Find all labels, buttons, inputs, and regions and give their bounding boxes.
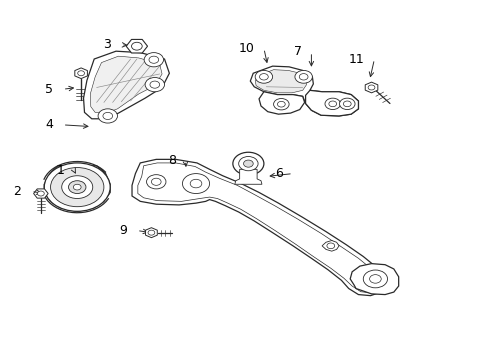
Text: 4: 4 xyxy=(45,118,53,131)
Polygon shape xyxy=(322,240,338,251)
Polygon shape xyxy=(349,264,398,294)
Text: 2: 2 xyxy=(14,185,21,198)
Polygon shape xyxy=(305,90,358,116)
Circle shape xyxy=(325,98,340,109)
Circle shape xyxy=(367,85,374,90)
Text: 6: 6 xyxy=(275,167,283,180)
Circle shape xyxy=(273,99,288,110)
Circle shape xyxy=(232,152,264,175)
Circle shape xyxy=(255,71,272,83)
Polygon shape xyxy=(90,56,162,113)
Circle shape xyxy=(38,191,44,196)
Text: 1: 1 xyxy=(56,163,64,176)
Circle shape xyxy=(299,73,307,80)
Circle shape xyxy=(98,109,117,123)
Circle shape xyxy=(339,98,354,109)
Circle shape xyxy=(150,81,159,88)
Circle shape xyxy=(50,167,103,207)
Circle shape xyxy=(148,230,155,235)
Circle shape xyxy=(277,102,285,107)
Circle shape xyxy=(243,160,253,167)
Text: 10: 10 xyxy=(238,42,254,55)
Text: 8: 8 xyxy=(167,154,175,167)
Polygon shape xyxy=(132,159,389,296)
Circle shape xyxy=(238,157,258,171)
Circle shape xyxy=(61,176,93,198)
Circle shape xyxy=(146,175,165,189)
Circle shape xyxy=(259,73,268,80)
Circle shape xyxy=(78,71,84,76)
Circle shape xyxy=(294,71,312,83)
Circle shape xyxy=(44,163,110,211)
Circle shape xyxy=(68,181,86,194)
Circle shape xyxy=(149,56,159,63)
Text: 11: 11 xyxy=(348,53,364,66)
Text: 3: 3 xyxy=(103,38,111,51)
Circle shape xyxy=(73,184,81,190)
Circle shape xyxy=(151,178,161,185)
Polygon shape xyxy=(83,51,169,119)
Polygon shape xyxy=(44,166,110,211)
Circle shape xyxy=(363,270,386,288)
Circle shape xyxy=(102,112,112,120)
Polygon shape xyxy=(250,66,358,116)
Polygon shape xyxy=(234,169,262,184)
Circle shape xyxy=(190,179,202,188)
Circle shape xyxy=(131,42,142,50)
Circle shape xyxy=(326,243,334,249)
Circle shape xyxy=(343,101,350,107)
Text: 9: 9 xyxy=(119,224,127,237)
Circle shape xyxy=(182,174,209,194)
Circle shape xyxy=(328,101,336,107)
Polygon shape xyxy=(259,92,304,114)
Polygon shape xyxy=(255,70,307,93)
Circle shape xyxy=(145,77,164,92)
Text: 7: 7 xyxy=(293,45,301,58)
Circle shape xyxy=(144,53,163,67)
Circle shape xyxy=(369,275,381,283)
Text: 5: 5 xyxy=(45,83,53,96)
